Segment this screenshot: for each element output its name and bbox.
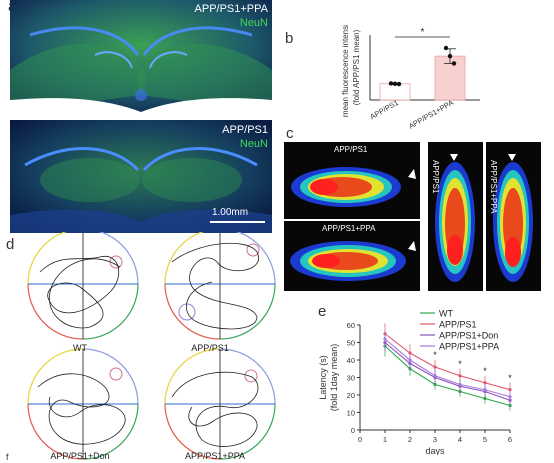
brain-section-control (10, 120, 272, 233)
e-series-3 (384, 338, 511, 398)
e-xtick-label-2: 2 (408, 435, 412, 444)
e-ytick-label-4: 40 (347, 356, 355, 365)
e-xtick-label-5: 5 (483, 435, 487, 444)
microscopy-control-image (10, 120, 272, 233)
e-xtick-label-1: 1 (383, 435, 387, 444)
panel-e-letter: e (318, 303, 327, 320)
e-y-label-0: Latency (s) (318, 355, 328, 400)
b-point-1-0 (443, 45, 449, 51)
e-legend-label-2: APP/PS1+Don (439, 331, 498, 341)
b-y-label-1: (fold APP/PS1 mean) (352, 29, 361, 105)
micro-bottom-label-2: NeuN (239, 138, 268, 150)
water-maze-tracks (27, 232, 276, 460)
e-point-3-2 (433, 374, 437, 378)
maze-ppa (164, 348, 276, 460)
e-sig-2: * (483, 366, 487, 376)
e-point-1-5 (508, 388, 512, 392)
e-point-3-0 (383, 337, 387, 341)
e-xtick-label-4: 4 (458, 435, 462, 444)
e-series-0 (384, 345, 511, 407)
e-point-1-2 (433, 365, 437, 369)
micro-bottom-label-1: APP/PS1 (222, 124, 268, 136)
thermal-image-ppa-top (284, 221, 420, 291)
e-legend-label-1: APP/PS1 (439, 320, 477, 330)
micro-top-label-2: NeuN (239, 17, 268, 29)
panel-b-letter: b (285, 30, 294, 47)
e-point-0-4 (483, 396, 487, 401)
maze-label-don: APP/PS1+Don (50, 451, 110, 461)
maze-app (164, 232, 276, 340)
e-sig-0: * (433, 350, 437, 360)
thermal-label-app: APP/PS1 (334, 145, 368, 154)
b-y-label-0: mean fluorescence intensity (341, 25, 350, 117)
thermal-label-ppa: APP/PS1+PPA (322, 224, 376, 233)
b-tick-label-0: APP/PS1 (368, 98, 400, 121)
maze-wt (27, 232, 139, 340)
panel-d-letter: d (6, 236, 15, 253)
panel-f-letter: f (6, 452, 9, 462)
maze-label-app: APP/PS1 (191, 343, 229, 353)
e-xtick-label-3: 3 (433, 435, 437, 444)
e-point-3-5 (508, 395, 512, 399)
e-series-2 (384, 342, 511, 401)
e-ytick-label-6: 60 (347, 321, 355, 330)
maze-label-ppa: APP/PS1+PPA (184, 451, 246, 461)
thermal-image-app-top (284, 142, 420, 219)
e-y-label-1: (fold 1day mean) (329, 344, 339, 412)
e-ytick-label-1: 10 (347, 409, 355, 418)
micro-top-label-1: APP/PS1+PPA (194, 3, 268, 15)
thermal-label-app-side: APP/PS1 (431, 160, 440, 194)
brain-section-ppa (10, 0, 272, 113)
e-point-1-4 (483, 381, 487, 385)
thermal-image-app-side (428, 142, 483, 291)
e-ytick-label-0: 0 (351, 426, 355, 435)
e-sig-1: * (458, 359, 462, 369)
latency-line-chart: 0 10 20 30 40 50 60 0 1 2 3 4 5 6 days Latency (s) (fold… (318, 309, 512, 456)
thermal-image-ppa-side (486, 142, 541, 291)
e-series-1 (384, 333, 511, 391)
b-point-0-2 (396, 81, 402, 87)
e-point-3-1 (408, 358, 412, 362)
b-point-0-0 (388, 81, 394, 86)
b-point-1-1 (447, 53, 453, 59)
e-sig-3: * (508, 373, 512, 383)
e-ytick-label-3: 30 (347, 374, 355, 383)
e-xtick-label-0: 0 (358, 435, 362, 444)
e-point-3-3 (458, 382, 462, 387)
microscopy-ppa-image (10, 0, 272, 113)
panel-c-letter: c (286, 125, 294, 142)
bar-chart-fluorescence: mean fluorescence intensity (fold APP/PS1… (341, 25, 480, 131)
scale-bar-label: 1.00mm (211, 207, 249, 218)
b-point-0-1 (392, 81, 398, 86)
b-tick-label-1: APP/PS1+PPA (407, 98, 455, 131)
e-legend-label-0: WT (439, 309, 453, 319)
e-ytick-label-2: 20 (347, 391, 355, 400)
e-point-1-3 (458, 374, 462, 378)
e-x-label: days (425, 446, 445, 455)
e-legend-label-3: APP/PS1+PPA (439, 342, 499, 352)
thermal-label-ppa-side: APP/PS1+PPA (489, 160, 498, 214)
e-ytick-label-5: 50 (347, 339, 355, 348)
maze-don (27, 348, 139, 460)
e-xtick-label-6: 6 (508, 435, 512, 444)
maze-label-wt: WT (73, 343, 87, 353)
e-point-3-4 (483, 388, 487, 392)
b-sig-star: * (421, 27, 425, 38)
b-point-1-2 (451, 61, 457, 66)
